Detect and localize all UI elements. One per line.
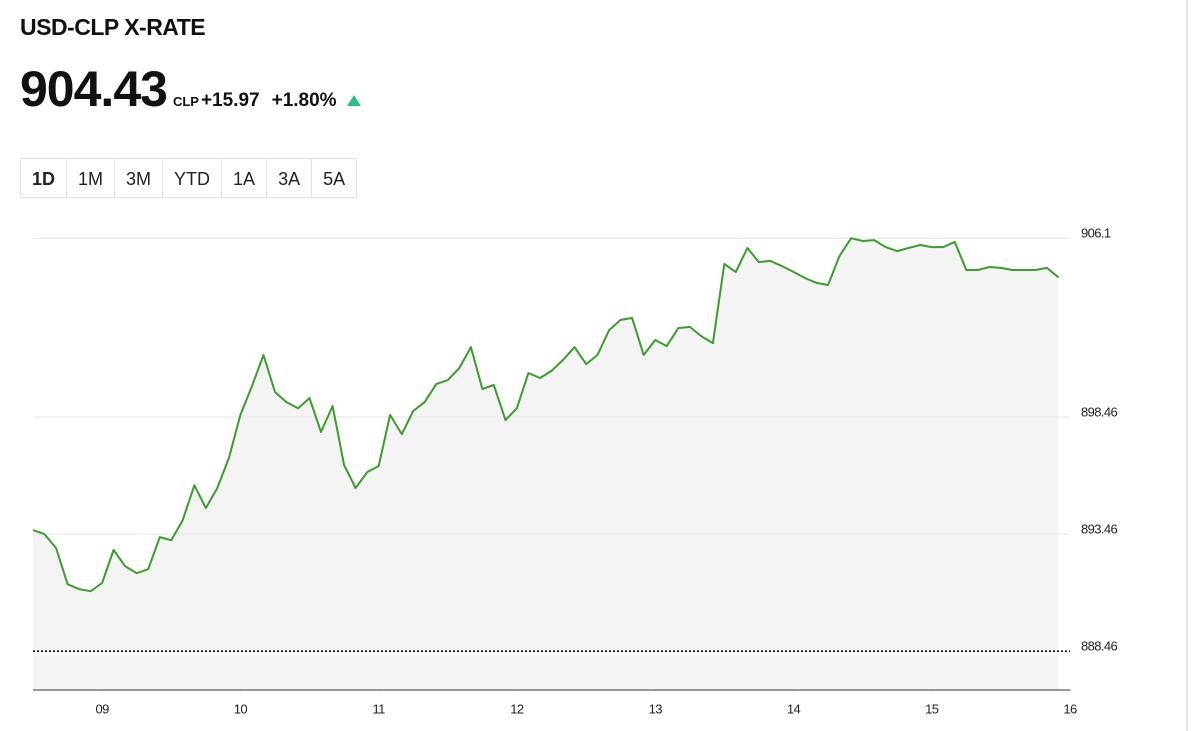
range-tab[interactable]: 3A bbox=[266, 158, 312, 198]
change-pct: +1.80% bbox=[271, 90, 337, 111]
range-tab[interactable]: 1A bbox=[221, 158, 267, 198]
range-tab[interactable]: 1M bbox=[66, 158, 115, 198]
x-tick-label: 15 bbox=[925, 701, 939, 716]
price-line bbox=[32, 237, 1060, 593]
x-tick-label: 14 bbox=[787, 701, 801, 716]
range-tab[interactable]: 3M bbox=[114, 158, 163, 198]
price: 904.43 bbox=[20, 61, 168, 117]
y-tick-label: 898.46 bbox=[1081, 404, 1118, 419]
title: USD-CLP X-RATE bbox=[20, 14, 206, 40]
quote: 904.43 CLP +15.97 +1.80% bbox=[20, 60, 361, 118]
change: +15.97 bbox=[200, 90, 260, 111]
x-tick-label: 11 bbox=[373, 701, 386, 716]
up-arrow bbox=[346, 95, 361, 106]
range-tab[interactable]: 1D bbox=[20, 158, 67, 198]
area bbox=[33, 238, 1059, 690]
y-tick-label: 888.46 bbox=[1081, 639, 1118, 654]
range-tabs: 1D 1M 3M YTD 1A 3A 5A bbox=[20, 158, 358, 198]
range-tab[interactable]: 5A bbox=[311, 158, 358, 198]
x-tick-label: 16 bbox=[1063, 701, 1077, 716]
x-tick-label: 09 bbox=[96, 701, 110, 716]
x-tick-label: 13 bbox=[649, 701, 663, 716]
y-tick-label: 906.1 bbox=[1081, 226, 1111, 241]
x-tick-label: 12 bbox=[510, 701, 524, 716]
x-tick-label: 10 bbox=[234, 701, 248, 716]
range-tab[interactable]: YTD bbox=[162, 158, 222, 198]
y-tick-label: 893.46 bbox=[1081, 522, 1118, 537]
unit: CLP bbox=[172, 94, 199, 109]
